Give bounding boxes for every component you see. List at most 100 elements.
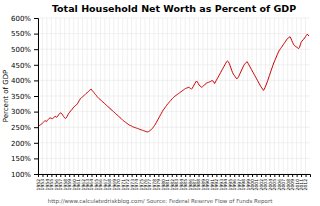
- grid-line-x: [207, 18, 208, 174]
- y-tick: 250%: [11, 124, 38, 132]
- x-tick-mark: [56, 174, 57, 177]
- grid-line-x: [109, 18, 110, 174]
- grid-line-x: [198, 18, 199, 174]
- grid-line-y: [38, 127, 310, 128]
- x-tick-mark: [279, 174, 280, 177]
- x-tick-mark: [221, 174, 222, 177]
- grid-line-x: [100, 18, 101, 174]
- grid-line-x: [296, 18, 297, 174]
- x-tick-label: 2012: [303, 179, 308, 191]
- grid-line-x: [274, 18, 275, 174]
- x-tick-mark: [234, 174, 235, 177]
- x-tick-mark: [141, 174, 142, 177]
- y-tick: 400%: [11, 77, 38, 85]
- x-tick: 2012: [303, 174, 308, 190]
- x-tick-mark: [194, 174, 195, 177]
- grid-line-y: [38, 158, 310, 159]
- x-tick-mark: [114, 174, 115, 177]
- x-tick-mark: [172, 174, 173, 177]
- grid-line-x: [158, 18, 159, 174]
- y-tick-label: 450%: [11, 62, 31, 70]
- y-tick: 550%: [11, 30, 38, 38]
- grid-line-y: [38, 18, 310, 19]
- annotation: http://www.calculatedriskblog.com/ Sourc…: [48, 198, 274, 205]
- x-tick-mark: [225, 174, 226, 177]
- grid-line-x: [229, 18, 230, 174]
- x-tick-mark: [96, 174, 97, 177]
- x-tick-mark: [145, 174, 146, 177]
- y-tick: 600%: [11, 15, 38, 23]
- y-tick: 200%: [11, 140, 38, 148]
- y-tick: 150%: [11, 155, 38, 163]
- x-tick-mark: [60, 174, 61, 177]
- grid-line-x: [171, 18, 172, 174]
- y-tick-label: 500%: [11, 46, 31, 54]
- y-tick-mark: [34, 65, 38, 66]
- grid-line-x: [283, 18, 284, 174]
- x-tick-mark: [123, 174, 124, 177]
- grid-line-x: [162, 18, 163, 174]
- grid-line-x: [91, 18, 92, 174]
- grid-line-x: [46, 18, 47, 174]
- x-tick-mark: [288, 174, 289, 177]
- x-tick-mark: [149, 174, 150, 177]
- grid: [38, 18, 310, 174]
- x-tick-mark: [283, 174, 284, 177]
- grid-line-x: [216, 18, 217, 174]
- grid-line-x: [265, 18, 266, 174]
- x-tick-mark: [109, 174, 110, 177]
- y-tick-mark: [34, 80, 38, 81]
- grid-line-x: [51, 18, 52, 174]
- x-tick-mark: [158, 174, 159, 177]
- grid-line-x: [122, 18, 123, 174]
- x-tick-mark: [167, 174, 168, 177]
- y-tick-label: 250%: [11, 124, 31, 132]
- grid-line-x: [118, 18, 119, 174]
- grid-line-x: [153, 18, 154, 174]
- x-tick-mark: [118, 174, 119, 177]
- x-tick-mark: [199, 174, 200, 177]
- grid-line-x: [104, 18, 105, 174]
- grid-line-y: [38, 80, 310, 81]
- x-tick-mark: [190, 174, 191, 177]
- grid-line-x: [278, 18, 279, 174]
- grid-line-x: [234, 18, 235, 174]
- y-axis-title: Percent of GDP: [2, 70, 10, 123]
- grid-line-x: [42, 18, 43, 174]
- grid-line-x: [211, 18, 212, 174]
- grid-line-x: [238, 18, 239, 174]
- x-tick-mark: [212, 174, 213, 177]
- grid-line-x: [243, 18, 244, 174]
- y-tick: 450%: [11, 62, 38, 70]
- y-tick-mark: [34, 112, 38, 113]
- x-tick-mark: [38, 174, 39, 177]
- grid-line-x: [149, 18, 150, 174]
- grid-line-x: [202, 18, 203, 174]
- x-tick-mark: [274, 174, 275, 177]
- y-tick-mark: [34, 158, 38, 159]
- grid-line-x: [60, 18, 61, 174]
- x-tick-mark: [256, 174, 257, 177]
- grid-line-x: [252, 18, 253, 174]
- grid-line-x: [140, 18, 141, 174]
- x-tick-mark: [78, 174, 79, 177]
- x-tick-mark: [181, 174, 182, 177]
- x-tick-mark: [265, 174, 266, 177]
- grid-line-x: [220, 18, 221, 174]
- x-tick-mark: [154, 174, 155, 177]
- y-tick-label: 150%: [11, 155, 31, 163]
- grid-line-x: [189, 18, 190, 174]
- grid-line-x: [185, 18, 186, 174]
- x-tick-mark: [248, 174, 249, 177]
- x-tick-mark: [230, 174, 231, 177]
- x-axis-line: [39, 175, 311, 178]
- grid-line-x: [55, 18, 56, 174]
- x-tick-mark: [203, 174, 204, 177]
- grid-line-x: [69, 18, 70, 174]
- grid-line-x: [305, 18, 306, 174]
- y-tick-label: 600%: [11, 15, 31, 23]
- grid-line-x: [64, 18, 65, 174]
- grid-line-y: [38, 49, 310, 50]
- x-tick-mark: [163, 174, 164, 177]
- x-tick-mark: [270, 174, 271, 177]
